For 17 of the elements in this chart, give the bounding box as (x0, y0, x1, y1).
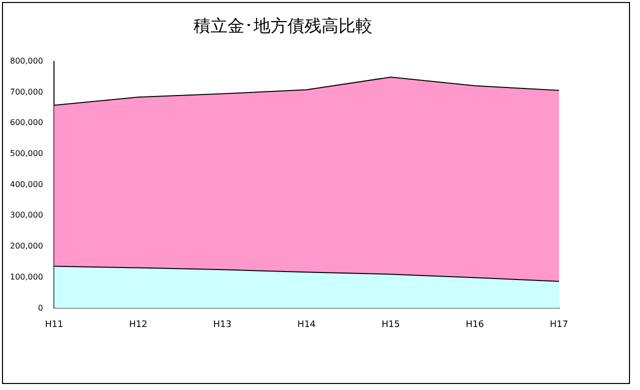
x-tick-label: H14 (297, 320, 316, 330)
x-tick-label: H16 (466, 320, 484, 330)
y-tick-label: 500,000 (10, 149, 44, 158)
x-tick-label: H17 (550, 320, 568, 330)
y-tick-label: 200,000 (10, 242, 44, 251)
y-tick-label: 0 (38, 303, 44, 312)
y-tick-label: 400,000 (10, 180, 44, 189)
y-tick-label: 300,000 (10, 210, 44, 220)
y-tick-label: 800,000 (10, 56, 44, 66)
x-tick-label: H12 (129, 320, 148, 330)
x-tick-label: H15 (382, 320, 400, 330)
x-tick-label: H11 (44, 320, 64, 330)
y-tick-label: 600,000 (10, 118, 44, 128)
y-tick-label: 100,000 (10, 272, 44, 282)
chart-title: 積立金･地方債残高比較 (194, 16, 372, 37)
y-tick-label: 700,000 (10, 87, 44, 96)
x-tick-label: H13 (213, 320, 232, 330)
